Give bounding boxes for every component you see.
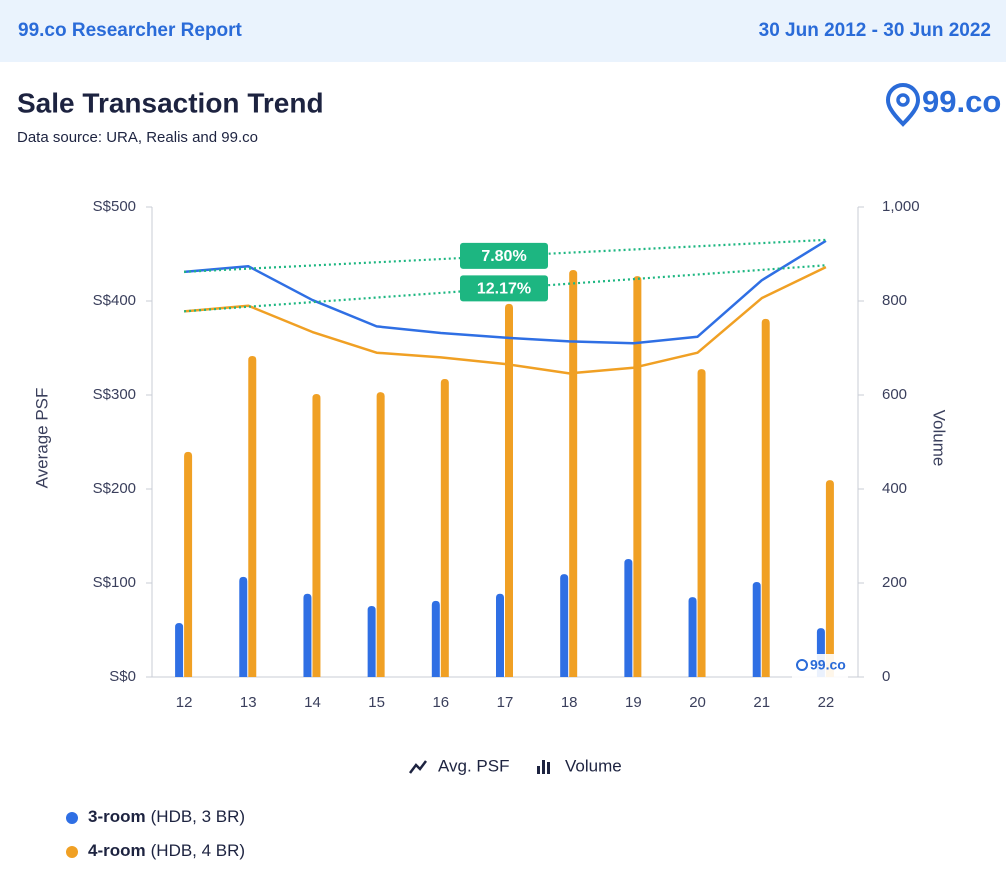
trend-label-box — [460, 275, 548, 302]
volume-bar — [184, 451, 193, 677]
logo-text: 99.co — [922, 84, 1001, 119]
x-tick-label: 14 — [304, 694, 321, 711]
volume-bar — [761, 318, 770, 677]
x-tick-label: 18 — [561, 694, 578, 711]
legend-detail: (HDB, 4 BR) — [151, 841, 245, 860]
volume-bar — [239, 576, 248, 677]
chart: S$0 S$100 S$200 S$300 S$400 S$500 0 200 400 600 80… — [32, 198, 948, 861]
y-tick-label: S$100 — [93, 574, 136, 591]
x-tick-label: 13 — [240, 694, 257, 711]
watermark-bg — [792, 654, 848, 678]
volume-bar — [248, 355, 257, 677]
y-tick-label: S$500 — [93, 198, 136, 215]
volume-bar — [560, 574, 569, 677]
x-tick-label: 20 — [689, 694, 706, 711]
x-tick-label: 15 — [368, 694, 385, 711]
volume-bar — [505, 303, 513, 677]
volume-bar — [633, 276, 642, 677]
legend-bar-icon — [542, 760, 545, 774]
psf-line — [183, 266, 827, 375]
logo: 99.co — [885, 83, 1001, 127]
trend-label: 7.80% — [481, 248, 526, 265]
x-tick-label: 17 — [497, 694, 514, 711]
volume-bar — [367, 606, 376, 677]
watermark-text: 99.co — [810, 657, 846, 673]
legend-swatch — [66, 812, 78, 824]
volume-bar — [496, 593, 504, 677]
volume-bar — [376, 392, 385, 677]
volume-bar — [303, 593, 312, 677]
legend-swatch — [66, 846, 78, 858]
header-date-range: 30 Jun 2012 - 30 Jun 2022 — [759, 20, 991, 41]
volume-bar — [825, 480, 834, 677]
y-tick-label: S$0 — [109, 668, 136, 685]
y-tick-label: S$200 — [93, 480, 136, 497]
y2-tick-label: 600 — [882, 386, 907, 403]
report-title: Sale Transaction Trend — [17, 87, 324, 118]
volume-bar — [688, 597, 697, 677]
y-tick-label: S$400 — [93, 292, 136, 309]
legend-entry: 3-room (HDB, 3 BR) — [88, 807, 245, 826]
psf-line — [183, 239, 827, 345]
x-tick-label: 22 — [818, 694, 835, 711]
x-tick-label: 19 — [625, 694, 642, 711]
trend-label-box — [460, 242, 548, 269]
y-axis-title: Average PSF — [32, 388, 51, 489]
report-subtitle: Data source: URA, Realis and 99.co — [17, 129, 258, 146]
volume-bar — [175, 622, 184, 677]
y2-axis-title: Volume — [930, 410, 949, 467]
volume-bar — [752, 582, 761, 677]
y2-tick-label: 0 — [882, 668, 890, 685]
header-title: 99.co Researcher Report — [18, 20, 243, 41]
logo-pin — [885, 83, 921, 127]
volume-bar — [440, 379, 449, 677]
legend-line-icon — [409, 760, 427, 774]
watermark-pin — [796, 659, 808, 671]
header-bar — [0, 0, 1006, 62]
y2-tick-label: 800 — [882, 292, 907, 309]
y2-tick-label: 400 — [882, 480, 907, 497]
legend-detail: (HDB, 3 BR) — [151, 807, 245, 826]
x-tick-label: 16 — [432, 694, 449, 711]
x-tick-label: 21 — [753, 694, 770, 711]
volume-bar — [697, 369, 706, 677]
y2-tick-label: 1,000 — [882, 198, 920, 215]
mode-legend-label: Volume — [565, 756, 622, 775]
volume-bar — [431, 600, 440, 677]
logo-pin-dot — [896, 93, 910, 107]
mode-legend-label: Avg. PSF — [438, 756, 510, 775]
legend-bar-icon — [537, 766, 540, 774]
volume-bar — [569, 269, 578, 677]
y-tick-label: S$300 — [93, 386, 136, 403]
legend-bar-icon — [547, 762, 550, 774]
volume-bar — [624, 559, 633, 677]
legend-name: 4-room — [88, 841, 146, 860]
legend-name: 3-room — [88, 807, 146, 826]
y2-tick-label: 200 — [882, 574, 907, 591]
trend-label: 12.17% — [477, 281, 531, 298]
volume-bar — [312, 394, 321, 677]
legend-entry: 4-room (HDB, 4 BR) — [88, 841, 245, 860]
x-tick-label: 12 — [176, 694, 193, 711]
